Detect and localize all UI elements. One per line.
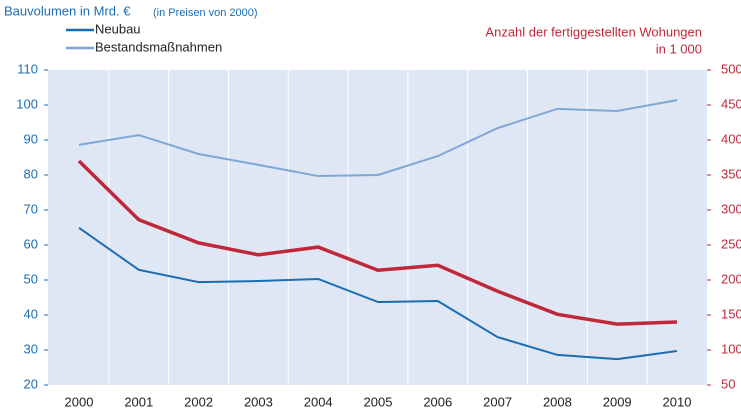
y-tick-label: 100: [16, 96, 38, 111]
line-series: [78, 99, 678, 178]
plot-area: [48, 70, 707, 385]
y2-tick-label: 200: [721, 271, 741, 286]
y-tick-label: 70: [24, 201, 38, 216]
y2-tick-label: 450: [721, 96, 741, 111]
x-tick-label: 2001: [124, 394, 153, 409]
y2-axis-label: in 1 000: [656, 41, 702, 56]
line-series: [77, 159, 678, 326]
y2-tick-label: 100: [721, 341, 741, 356]
y-tick-label: 20: [24, 376, 38, 391]
y-tick-label: 90: [24, 131, 38, 146]
x-tick-label: 2003: [244, 394, 273, 409]
x-tick-label: 2009: [603, 394, 632, 409]
chart-subtitle: (in Preisen von 2000): [153, 7, 258, 19]
y-tick-label: 60: [24, 236, 38, 251]
y2-tick-label: 300: [721, 201, 741, 216]
x-tick-label: 2007: [483, 394, 512, 409]
line-series: [78, 227, 678, 361]
y2-tick-label: 250: [721, 236, 741, 251]
y2-tick-label: 400: [721, 131, 741, 146]
x-tick-label: 2002: [184, 394, 213, 409]
legend-label: Bestandsmaßnahmen: [95, 39, 222, 54]
y-tick-label: 80: [24, 166, 38, 181]
y-tick-label: 50: [24, 271, 38, 286]
x-tick-label: 2008: [543, 394, 572, 409]
y2-axis-label: Anzahl der fertiggestellten Wohungen: [485, 24, 702, 39]
x-tick-label: 2006: [423, 394, 452, 409]
y2-tick-label: 350: [721, 166, 741, 181]
y-tick-label: 40: [24, 306, 38, 321]
x-tick-label: 2010: [663, 394, 692, 409]
x-tick-label: 2004: [304, 394, 333, 409]
x-tick-label: 2005: [364, 394, 393, 409]
x-tick-label: 2000: [65, 394, 94, 409]
y2-tick-label: 50: [721, 376, 735, 391]
legend-label: Neubau: [95, 21, 141, 36]
y-tick-label: 110: [17, 61, 38, 76]
y2-tick-label: 500: [721, 61, 741, 76]
y-tick-label: 30: [24, 341, 38, 356]
y2-tick-label: 150: [721, 306, 741, 321]
chart-title: Bauvolumen in Mrd. €: [4, 3, 131, 18]
